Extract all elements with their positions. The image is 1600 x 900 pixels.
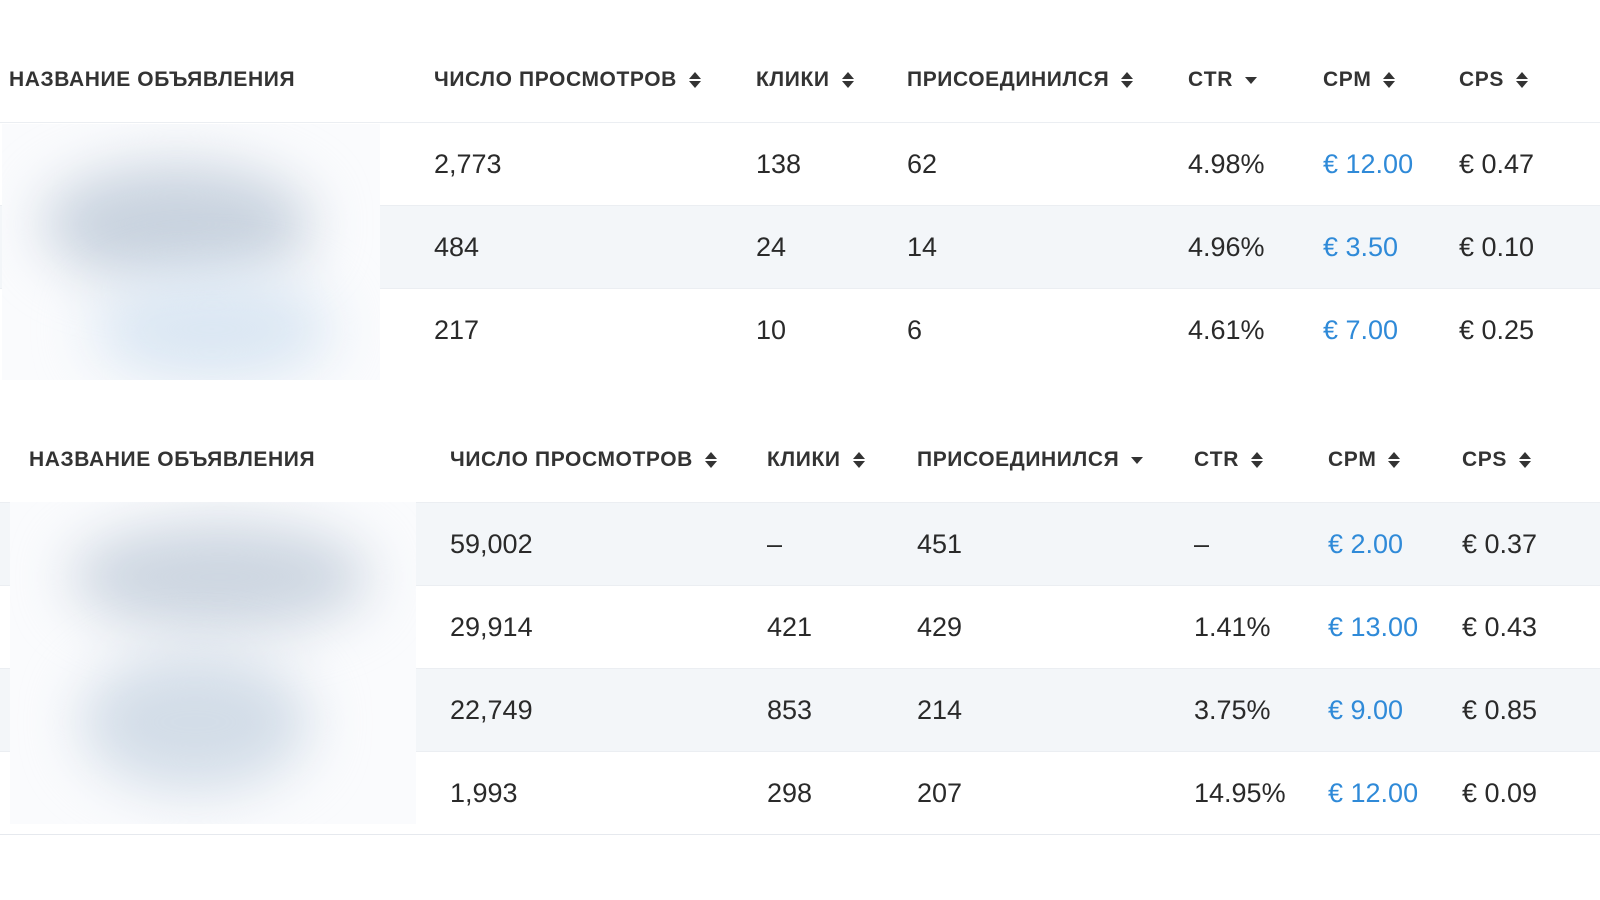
sort-desc-icon[interactable]	[1131, 450, 1144, 470]
joined-cell: 214	[917, 695, 963, 725]
cpm-link[interactable]: € 12.00	[1323, 149, 1414, 179]
views-cell: 29,914	[450, 612, 533, 642]
joined-cell: 451	[917, 529, 963, 559]
cpm-link[interactable]: € 13.00	[1328, 612, 1419, 642]
column-header-ctr[interactable]: CTR	[1188, 38, 1257, 122]
column-header-joined[interactable]: ПРИСОЕДИНИЛСЯ	[917, 418, 1144, 502]
ctr-cell: –	[1194, 529, 1210, 559]
sort-icon[interactable]	[1383, 70, 1396, 90]
ad-thumbnail-blurred	[2, 124, 380, 380]
column-header-cpm[interactable]: CPM	[1323, 38, 1396, 122]
column-header-ctr[interactable]: CTR	[1194, 418, 1263, 502]
table-row: 29,914 421 429 1.41% € 13.00 € 0.43	[0, 585, 1600, 668]
sort-icon[interactable]	[1121, 70, 1134, 90]
sort-icon[interactable]	[1388, 450, 1401, 470]
cps-cell: € 0.47	[1459, 149, 1535, 179]
column-header-cps[interactable]: CPS	[1459, 38, 1528, 122]
sort-icon[interactable]	[1518, 450, 1531, 470]
views-cell: 217	[434, 315, 480, 345]
joined-cell: 62	[907, 149, 938, 179]
ctr-cell: 4.61%	[1188, 315, 1265, 345]
table-header: НАЗВАНИЕ ОБЪЯВЛЕНИЯ ЧИСЛО ПРОСМОТРОВ КЛИ…	[0, 38, 1600, 122]
views-cell: 22,749	[450, 695, 533, 725]
clicks-cell: 853	[767, 695, 813, 725]
sort-icon[interactable]	[704, 450, 717, 470]
column-header-views[interactable]: ЧИСЛО ПРОСМОТРОВ	[450, 418, 717, 502]
cpm-link[interactable]: € 12.00	[1328, 778, 1419, 808]
sort-icon[interactable]	[1250, 450, 1263, 470]
views-cell: 484	[434, 232, 480, 262]
column-header-ad-name: НАЗВАНИЕ ОБЪЯВЛЕНИЯ	[9, 68, 296, 91]
clicks-cell: 298	[767, 778, 813, 808]
sort-desc-icon[interactable]	[1244, 70, 1257, 90]
cpm-link[interactable]: € 9.00	[1328, 695, 1404, 725]
clicks-cell: 10	[756, 315, 787, 345]
cps-cell: € 0.09	[1462, 778, 1538, 808]
ctr-cell: 4.98%	[1188, 149, 1265, 179]
joined-cell: 6	[907, 315, 923, 345]
sort-icon[interactable]	[688, 70, 701, 90]
views-cell: 1,993	[450, 778, 518, 808]
views-cell: 2,773	[434, 149, 502, 179]
clicks-cell: –	[767, 529, 783, 559]
ctr-cell: 14.95%	[1194, 778, 1286, 808]
column-header-joined[interactable]: ПРИСОЕДИНИЛСЯ	[907, 38, 1134, 122]
column-header-ad-name: НАЗВАНИЕ ОБЪЯВЛЕНИЯ	[29, 448, 316, 471]
ad-thumbnail-blurred	[10, 502, 416, 824]
cpm-link[interactable]: € 3.50	[1323, 232, 1399, 262]
sort-icon[interactable]	[1515, 70, 1528, 90]
joined-cell: 14	[907, 232, 938, 262]
joined-cell: 207	[917, 778, 963, 808]
cpm-link[interactable]: € 7.00	[1323, 315, 1399, 345]
cps-cell: € 0.85	[1462, 695, 1538, 725]
cpm-link[interactable]: € 2.00	[1328, 529, 1404, 559]
cps-cell: € 0.37	[1462, 529, 1538, 559]
clicks-cell: 24	[756, 232, 787, 262]
cps-cell: € 0.43	[1462, 612, 1538, 642]
column-header-clicks[interactable]: КЛИКИ	[767, 418, 865, 502]
ctr-cell: 4.96%	[1188, 232, 1265, 262]
clicks-cell: 138	[756, 149, 802, 179]
table-row: 2,773 138 62 4.98% € 12.00 € 0.47	[0, 122, 1600, 205]
table-row: 217 10 6 4.61% € 7.00 € 0.25	[0, 288, 1600, 371]
column-header-clicks[interactable]: КЛИКИ	[756, 38, 854, 122]
views-cell: 59,002	[450, 529, 533, 559]
cps-cell: € 0.10	[1459, 232, 1535, 262]
cps-cell: € 0.25	[1459, 315, 1535, 345]
sort-icon[interactable]	[852, 450, 865, 470]
joined-cell: 429	[917, 612, 963, 642]
table-row: 1,993 298 207 14.95% € 12.00 € 0.09	[0, 751, 1600, 834]
ctr-cell: 1.41%	[1194, 612, 1271, 642]
ctr-cell: 3.75%	[1194, 695, 1271, 725]
sort-icon[interactable]	[841, 70, 854, 90]
column-header-cps[interactable]: CPS	[1462, 418, 1531, 502]
table-header: НАЗВАНИЕ ОБЪЯВЛЕНИЯ ЧИСЛО ПРОСМОТРОВ КЛИ…	[0, 418, 1600, 502]
column-header-cpm[interactable]: CPM	[1328, 418, 1401, 502]
table-bottom-divider	[0, 834, 1600, 835]
clicks-cell: 421	[767, 612, 813, 642]
column-header-views[interactable]: ЧИСЛО ПРОСМОТРОВ	[434, 38, 701, 122]
